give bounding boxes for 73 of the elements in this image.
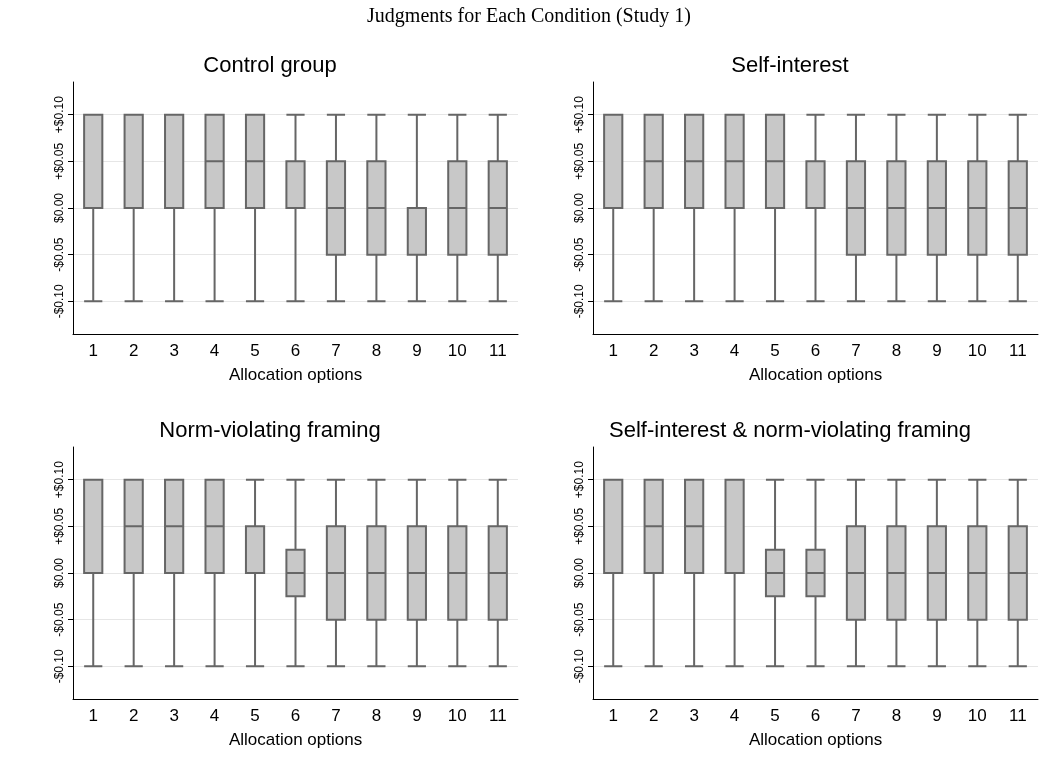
y-tick-label: -$0.05	[572, 237, 586, 272]
x-tick-label: 7	[331, 341, 341, 360]
chart-title: Self-interest & norm-violating framing	[609, 416, 971, 442]
y-tick-label: $0.00	[572, 192, 586, 224]
x-tick-label: 9	[932, 341, 942, 360]
y-tick-label: -$0.10	[52, 284, 66, 319]
y-tick-label: $0.00	[572, 557, 586, 589]
x-tick-label: 11	[1008, 706, 1027, 725]
x-tick-label: 10	[447, 706, 467, 725]
x-tick-label: 5	[250, 706, 260, 725]
x-tick-label: 4	[209, 341, 220, 360]
x-tick-label: 9	[932, 706, 942, 725]
x-axis-title: Allocation options	[748, 730, 883, 749]
x-tick-label: 8	[891, 706, 902, 725]
x-tick-label: 5	[250, 341, 260, 360]
x-tick-label: 9	[412, 341, 422, 360]
x-tick-label: 10	[967, 706, 987, 725]
x-tick-label: 3	[689, 706, 699, 725]
x-tick-label: 11	[488, 706, 507, 725]
x-tick-label: 3	[169, 341, 179, 360]
x-tick-label: 9	[412, 706, 422, 725]
chart-title: Norm-violating framing	[159, 416, 381, 442]
x-tick-label: 3	[689, 341, 699, 360]
x-tick-label: 4	[729, 706, 740, 725]
x-tick-label: 11	[488, 341, 507, 360]
x-tick-label: 7	[331, 706, 341, 725]
y-tick-label: -$0.05	[52, 237, 66, 272]
y-tick-label: +$0.10	[572, 95, 586, 134]
x-axis-title: Allocation options	[748, 365, 883, 384]
x-tick-label: 3	[169, 706, 179, 725]
x-tick-label: 2	[128, 341, 139, 360]
x-tick-label: 8	[371, 706, 382, 725]
x-tick-label: 11	[1008, 341, 1027, 360]
x-tick-label: 6	[290, 341, 301, 360]
y-tick-label: +$0.10	[52, 95, 66, 134]
y-tick-label: +$0.05	[52, 142, 66, 180]
y-tick-label: +$0.05	[572, 142, 586, 180]
x-tick-label: 10	[447, 341, 467, 360]
text: Judgments for Each Condition (Study 1)	[366, 4, 692, 27]
y-tick-label: +$0.05	[572, 507, 586, 545]
x-tick-label: 6	[810, 706, 821, 725]
x-tick-label: 4	[209, 706, 220, 725]
x-tick-label: 10	[967, 341, 987, 360]
x-tick-label: 2	[648, 706, 659, 725]
x-tick-label: 1	[88, 706, 98, 725]
y-tick-label: -$0.05	[52, 602, 66, 637]
y-tick-label: +$0.10	[52, 460, 66, 499]
y-tick-label: -$0.05	[572, 602, 586, 637]
chart-title: Control group	[203, 51, 337, 77]
y-tick-label: +$0.10	[572, 460, 586, 499]
x-tick-label: 1	[608, 706, 618, 725]
x-tick-label: 5	[770, 341, 780, 360]
x-tick-label: 7	[851, 706, 861, 725]
x-tick-label: 1	[608, 341, 618, 360]
x-tick-label: 2	[648, 341, 659, 360]
x-tick-label: 6	[290, 706, 301, 725]
x-tick-label: 1	[88, 341, 98, 360]
x-tick-label: 2	[128, 706, 139, 725]
y-tick-label: +$0.05	[52, 507, 66, 545]
y-tick-label: $0.00	[52, 557, 66, 589]
x-tick-label: 5	[770, 706, 780, 725]
x-tick-label: 4	[729, 341, 740, 360]
x-axis-title: Allocation options	[228, 365, 363, 384]
x-tick-label: 8	[891, 341, 902, 360]
x-tick-label: 7	[851, 341, 861, 360]
y-tick-label: -$0.10	[52, 649, 66, 684]
y-tick-label: -$0.10	[572, 284, 586, 319]
y-tick-label: -$0.10	[572, 649, 586, 684]
x-axis-title: Allocation options	[228, 730, 363, 749]
chart-title: Self-interest	[731, 51, 849, 77]
x-tick-label: 6	[810, 341, 821, 360]
y-tick-label: $0.00	[52, 192, 66, 224]
x-tick-label: 8	[371, 341, 382, 360]
